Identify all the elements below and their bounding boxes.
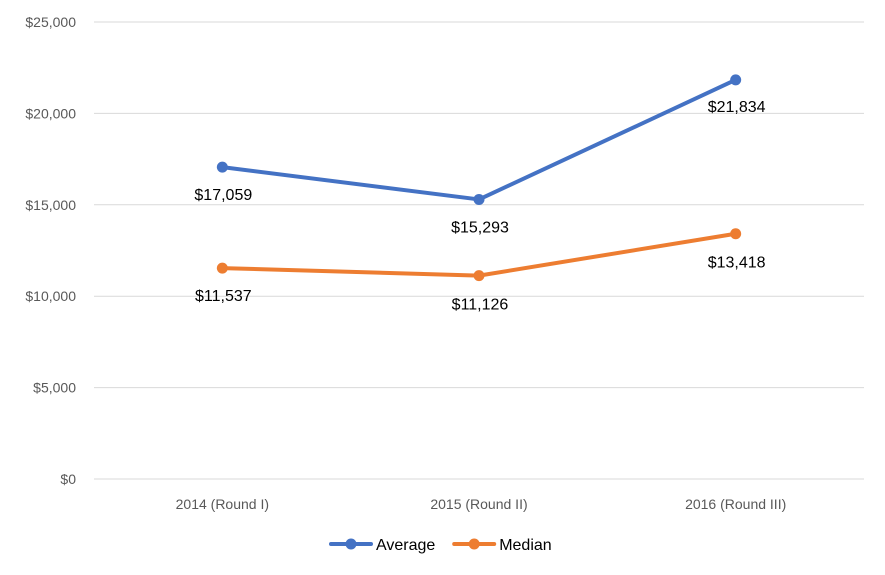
x-tick-label: 2014 (Round I) (176, 496, 269, 512)
x-axis-tick-labels: 2014 (Round I) 2015 (Round II) 2016 (Round… (176, 496, 787, 512)
legend-swatch-marker (345, 538, 357, 550)
data-label-average: $21,834 (708, 99, 766, 116)
data-labels: $17,059 $15,293 $21,834 $11,537 $11,126 $13,4… (194, 99, 765, 314)
y-tick-label: $25,000 (25, 14, 76, 30)
series-line-median (220, 231, 738, 278)
data-label-median: $11,537 (195, 288, 252, 305)
y-axis-tick-labels: $0 $5,000 $10,000 $15,000 $20,000 $25,000 (25, 14, 76, 487)
legend-label: Average (376, 537, 435, 554)
series-lines (216, 74, 742, 282)
legend-label: Median (499, 537, 551, 554)
y-tick-label: $10,000 (25, 288, 76, 304)
legend-item-median: Median (452, 537, 552, 554)
legend: Average Median (329, 537, 552, 554)
legend-swatch-marker (468, 538, 480, 550)
data-point-average (216, 161, 228, 173)
data-point-median (473, 270, 485, 282)
data-point-average (473, 193, 485, 205)
grid-lines (94, 21, 864, 480)
y-tick-label: $0 (60, 471, 76, 487)
data-label-average: $17,059 (194, 187, 252, 204)
y-tick-label: $5,000 (33, 380, 76, 396)
x-tick-label: 2015 (Round II) (430, 496, 527, 512)
series-line-average (220, 77, 738, 202)
y-tick-label: $15,000 (25, 197, 76, 213)
data-label-median: $13,418 (708, 255, 766, 272)
data-label-median: $11,126 (452, 297, 509, 314)
data-label-average: $15,293 (451, 219, 509, 236)
x-tick-label: 2016 (Round III) (685, 496, 786, 512)
data-point-average (730, 74, 742, 86)
legend-item-average: Average (329, 537, 435, 554)
data-point-median (730, 228, 742, 240)
data-point-median (216, 262, 228, 274)
y-tick-label: $20,000 (25, 105, 76, 121)
